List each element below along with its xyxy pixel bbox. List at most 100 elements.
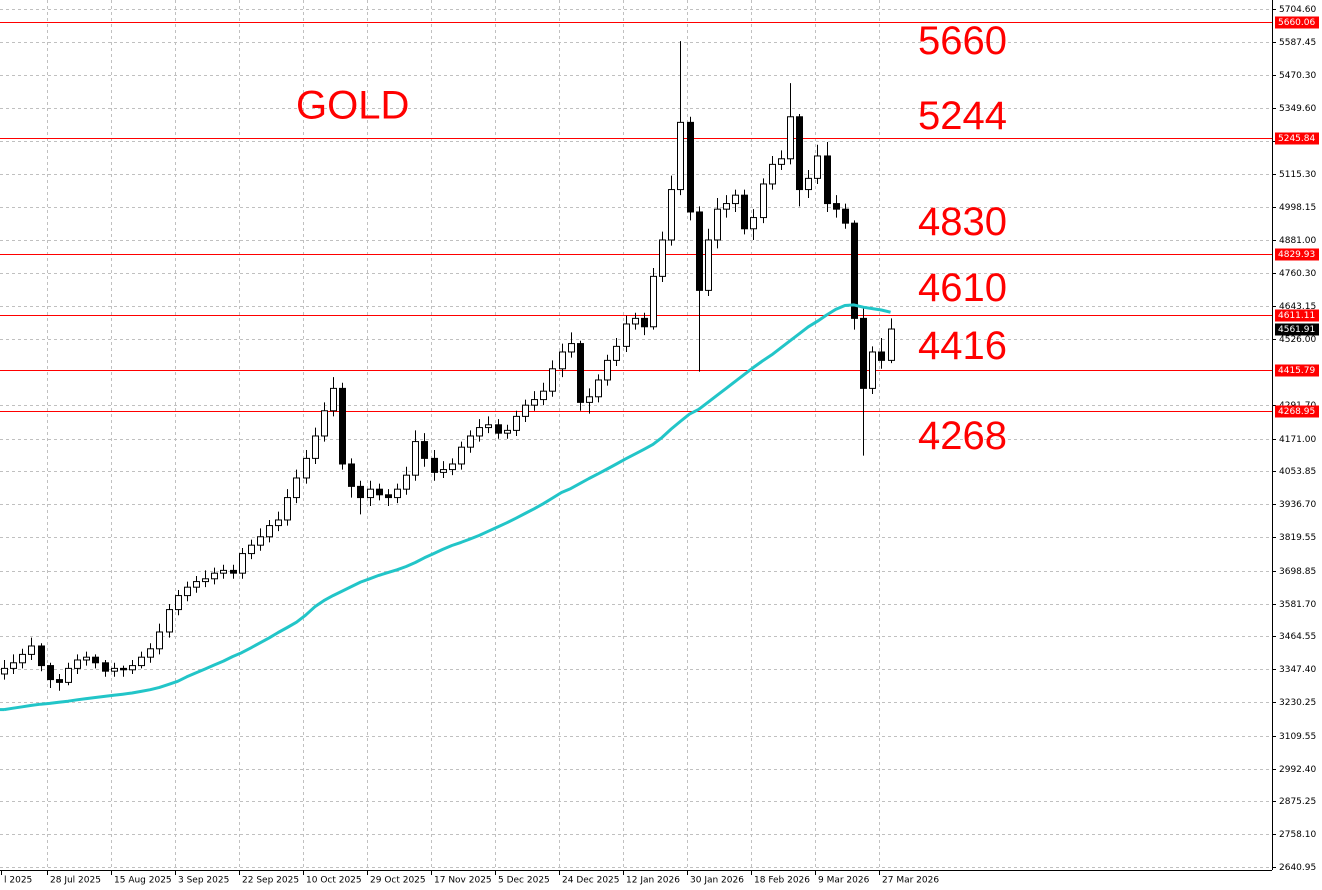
candle-body bbox=[431, 457, 438, 473]
candle-body bbox=[540, 390, 547, 401]
candle-body bbox=[559, 351, 566, 370]
candle-body bbox=[321, 410, 328, 437]
level-note: 4268 bbox=[918, 414, 1007, 458]
candle-body bbox=[760, 183, 767, 219]
x-tick-label: 10 Oct 2025 bbox=[306, 876, 362, 886]
candle-body bbox=[92, 656, 99, 664]
candle-body bbox=[732, 194, 739, 205]
candle-body bbox=[202, 578, 209, 583]
candle-body bbox=[193, 581, 200, 588]
candle-body bbox=[687, 121, 694, 213]
x-tick-label: 29 Oct 2025 bbox=[370, 876, 426, 886]
y-tick-label: 3819.55 bbox=[1279, 533, 1316, 543]
candle-body bbox=[787, 116, 794, 160]
candle-body bbox=[19, 653, 26, 664]
y-tick-label: 3581.70 bbox=[1279, 600, 1316, 610]
y-tick-label: 5349.60 bbox=[1279, 104, 1316, 114]
candle-body bbox=[778, 158, 785, 165]
x-tick-label: 17 Nov 2025 bbox=[434, 876, 492, 886]
candle-body bbox=[531, 399, 538, 406]
candle-body bbox=[147, 648, 154, 658]
y-tick-label: 5587.45 bbox=[1279, 38, 1316, 48]
candle-body bbox=[440, 469, 447, 473]
candle-body bbox=[421, 441, 428, 459]
candle-body bbox=[220, 569, 227, 574]
candle-body bbox=[403, 474, 410, 490]
x-tick-label: 28 Jul 2025 bbox=[50, 876, 101, 886]
candle-body bbox=[805, 177, 812, 191]
candle-body bbox=[467, 435, 474, 448]
moving-average bbox=[3, 303, 891, 712]
candle-body bbox=[348, 463, 355, 487]
level-tag bbox=[1275, 309, 1319, 322]
level-tag bbox=[1275, 364, 1319, 377]
y-tick-label: 4053.85 bbox=[1279, 467, 1316, 477]
candle-body bbox=[641, 317, 648, 328]
y-tick-label: 5115.30 bbox=[1279, 170, 1316, 180]
x-tick-label: 3 Sep 2025 bbox=[178, 876, 229, 886]
candle-body bbox=[623, 323, 630, 347]
candle-body bbox=[504, 429, 511, 434]
candle-body bbox=[568, 343, 575, 353]
candle-body bbox=[668, 189, 675, 241]
x-tick-label: 27 Mar 2026 bbox=[882, 876, 939, 886]
candle-body bbox=[485, 424, 492, 429]
candle-body bbox=[632, 317, 639, 325]
candle-body bbox=[102, 662, 109, 672]
level-tag-label: 5660.06 bbox=[1278, 18, 1315, 28]
candle-body bbox=[824, 155, 831, 205]
candle-body bbox=[814, 155, 821, 179]
candle-body bbox=[303, 457, 310, 479]
level-tag bbox=[1275, 248, 1319, 261]
candle-body bbox=[705, 239, 712, 291]
candle-body bbox=[1, 667, 8, 675]
last-price-tag bbox=[1275, 323, 1319, 336]
candle-body bbox=[659, 239, 666, 277]
y-tick-label: 4526.00 bbox=[1279, 335, 1316, 345]
candle-body bbox=[458, 446, 465, 465]
candle-body bbox=[65, 667, 72, 683]
y-tick-label: 5704.60 bbox=[1279, 5, 1316, 15]
y-tick-label: 2758.10 bbox=[1279, 830, 1316, 840]
candle-body bbox=[357, 485, 364, 499]
candle-body bbox=[257, 536, 264, 546]
y-tick-label: 4643.15 bbox=[1279, 302, 1316, 312]
candle-body bbox=[851, 222, 858, 319]
x-tick-label: 30 Jan 2026 bbox=[690, 876, 744, 886]
candle-body bbox=[28, 645, 35, 655]
level-tag bbox=[1275, 16, 1319, 29]
x-tick-label: 5 Dec 2025 bbox=[498, 876, 550, 886]
candle-body bbox=[750, 217, 757, 230]
candle-body bbox=[449, 463, 456, 471]
candle-body bbox=[166, 609, 173, 633]
candle-body bbox=[604, 359, 611, 381]
candle-body bbox=[495, 424, 502, 434]
candle-body bbox=[111, 667, 118, 672]
x-tick-label: 9 Mar 2026 bbox=[818, 876, 870, 886]
y-tick-label: 5470.30 bbox=[1279, 71, 1316, 81]
candle-body bbox=[723, 203, 730, 210]
candle-body bbox=[513, 415, 520, 431]
x-tick-label: 12 Jan 2026 bbox=[626, 876, 680, 886]
candle-body bbox=[595, 379, 602, 398]
grid bbox=[0, 0, 1272, 870]
candle-body bbox=[586, 396, 593, 403]
candle-body bbox=[74, 659, 81, 669]
candle-body bbox=[129, 665, 136, 671]
candle-body bbox=[266, 525, 273, 538]
candle-body bbox=[230, 569, 237, 574]
level-tag bbox=[1275, 405, 1319, 418]
candle-body bbox=[156, 631, 163, 650]
y-tick-label: 3698.85 bbox=[1279, 567, 1316, 577]
level-tag-label: 4611.11 bbox=[1278, 311, 1315, 321]
candle-body bbox=[696, 211, 703, 291]
x-tick-label: 18 Feb 2026 bbox=[754, 876, 810, 886]
candle-body bbox=[239, 553, 246, 574]
level-note: 4830 bbox=[918, 200, 1007, 244]
candle-body bbox=[869, 351, 876, 389]
candle-body bbox=[312, 435, 319, 459]
level-tag bbox=[1275, 132, 1319, 145]
candle-body bbox=[284, 497, 291, 521]
